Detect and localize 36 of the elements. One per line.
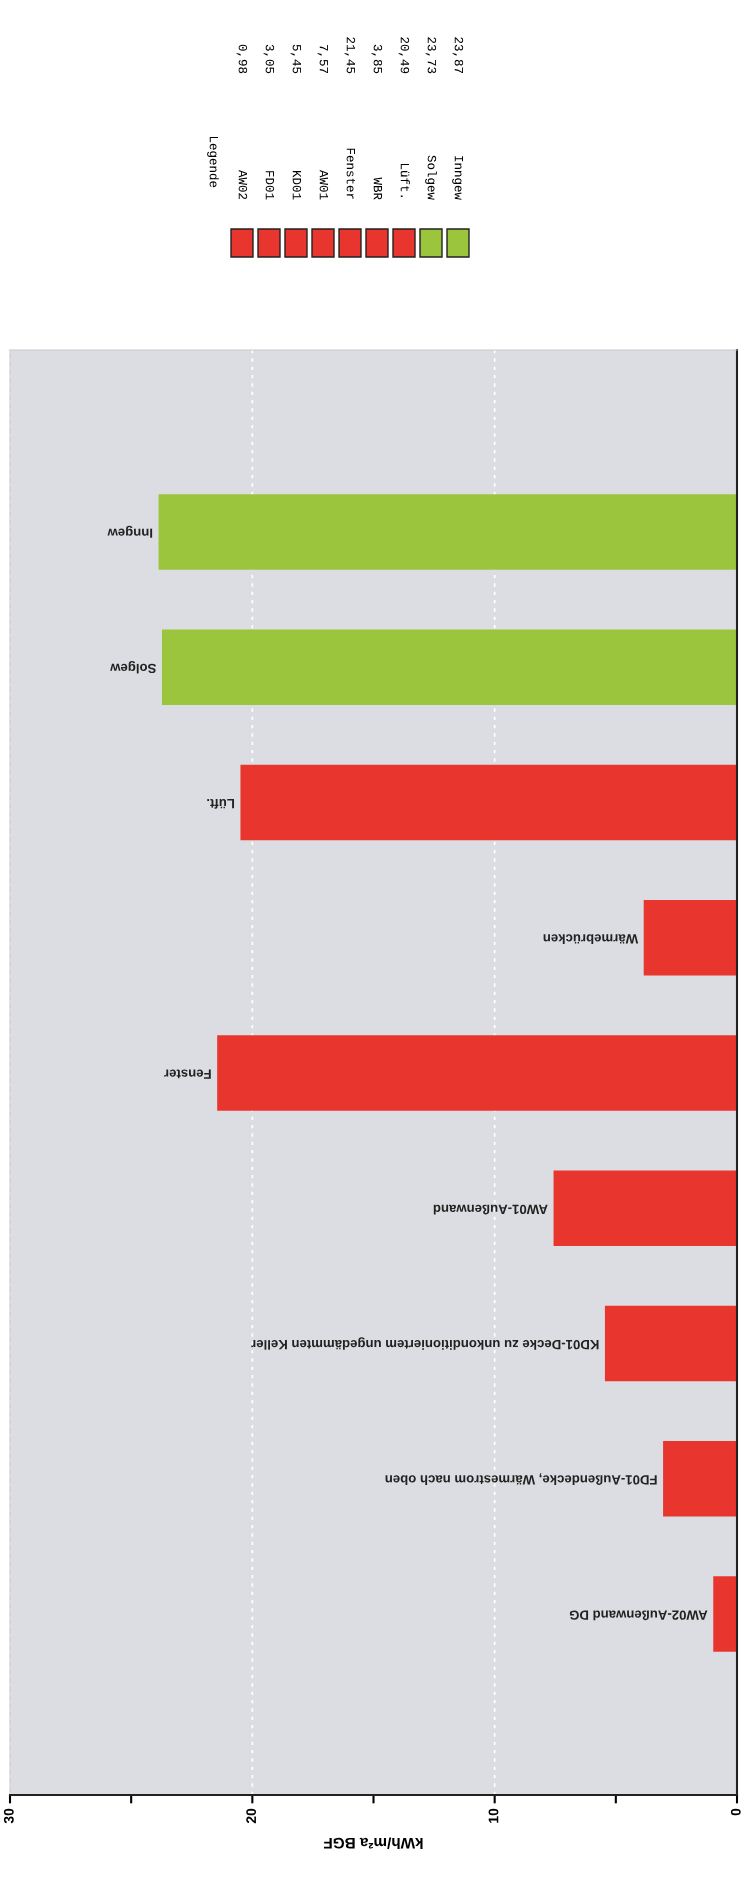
- text: 23,87: [452, 37, 464, 74]
- bar: [161, 629, 737, 706]
- text: 5,45: [290, 44, 301, 74]
- bar: [240, 764, 737, 841]
- x-tick-label: 30: [3, 1808, 14, 1824]
- x-tick-label: 20: [246, 1808, 257, 1824]
- bar: [604, 1305, 737, 1382]
- text: 21,45: [344, 37, 356, 74]
- x-tick-label: 10: [488, 1808, 499, 1823]
- text: 3,85: [371, 44, 383, 74]
- y-tick-label: KD01-Decke zu unkonditioniertem ungedämmten Keller: [251, 1337, 599, 1350]
- text: FD01: [265, 171, 275, 200]
- text: KD01: [292, 170, 302, 200]
- y-tick-label: AW01-Außenwand: [433, 1204, 548, 1215]
- y-tick-label: AW02-Außenwand DG: [569, 1610, 708, 1621]
- y-tick-label: Wärmebrücken: [543, 934, 639, 944]
- text: 23,73: [425, 37, 437, 74]
- x-axis-title: kWh/m²a BGF: [323, 1837, 423, 1849]
- text: WBR: [373, 177, 382, 200]
- text: 3,05: [263, 44, 275, 74]
- bar: [158, 494, 737, 570]
- y-tick-label: FD01-Außendecke, Wärmestrom nach oben: [385, 1473, 657, 1485]
- bar: [643, 899, 737, 976]
- text: Inngew: [452, 156, 463, 200]
- text: AW01: [319, 169, 329, 200]
- bar: [553, 1170, 737, 1247]
- bar: [713, 1576, 737, 1652]
- bar: [217, 1035, 737, 1111]
- text: Fenster: [346, 148, 356, 199]
- text: 0,98: [236, 44, 248, 74]
- text: 7,57: [317, 44, 328, 74]
- x-tick-label: 0: [730, 1808, 741, 1816]
- bar: [663, 1440, 737, 1517]
- text: 20,49: [398, 37, 410, 74]
- text: AW02: [238, 169, 248, 200]
- text: Legende: [207, 136, 219, 188]
